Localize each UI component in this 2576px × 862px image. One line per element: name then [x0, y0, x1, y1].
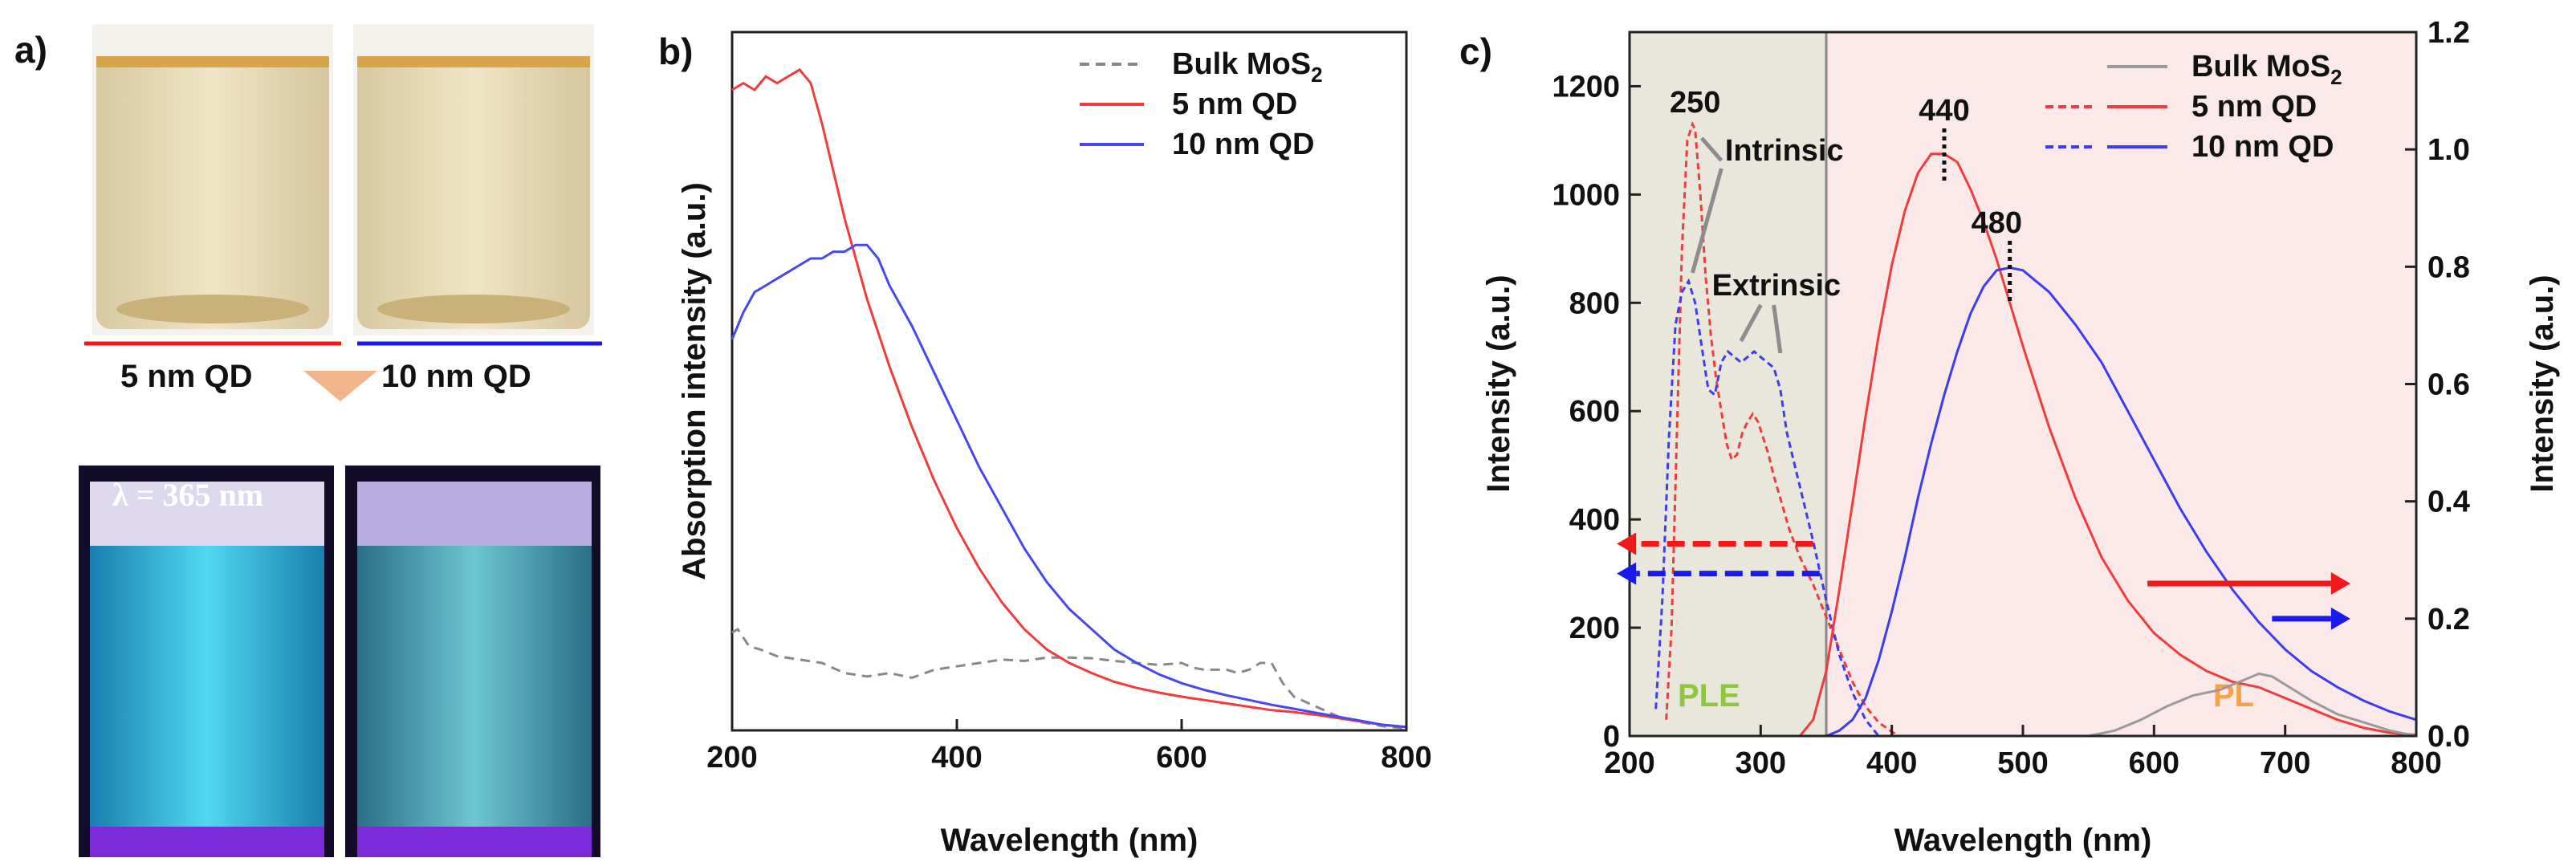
y-tick-label: 0: [1603, 720, 1620, 754]
vial-10nm-uv: [345, 466, 600, 857]
y-tick-label: 600: [1569, 395, 1620, 429]
y-tick-label-right: 0.0: [2427, 720, 2470, 754]
left-axis-arrow-blue-head: [1617, 562, 1637, 585]
y-tick-label-right: 0.8: [2427, 250, 2470, 284]
label-5nm-qd: 5 nm QD: [120, 359, 252, 394]
right-axis-arrow-red-head: [2330, 571, 2350, 595]
legend-entry: 5 nm QD: [2191, 90, 2317, 124]
x-tick-label: 400: [931, 741, 982, 775]
x-tick-label: 400: [1866, 746, 1917, 780]
y-tick-label-right: 1.2: [2427, 16, 2470, 50]
x-tick-label: 200: [706, 741, 757, 775]
vial-5nm-uv: [79, 466, 334, 857]
legend-entry: 10 nm QD: [1172, 128, 1314, 161]
series-line-3: [1799, 152, 2417, 737]
plot-frame-b: [730, 30, 1408, 732]
y-tick-label: 200: [1569, 612, 1620, 645]
peak-label-440: 440: [1919, 94, 1969, 128]
peak-label-480: 480: [1972, 206, 2022, 240]
y-axis-label-left: Intensity (a.u.): [1481, 274, 1516, 492]
panel-c-label: c): [1459, 30, 1492, 72]
x-axis-label: Wavelength (nm): [1894, 823, 2152, 858]
y-tick-label-right: 0.6: [2427, 368, 2470, 402]
vial-5nm-daylight: [92, 24, 333, 335]
region-ple: [1630, 32, 1826, 736]
series-line-2: [731, 67, 1407, 729]
series-line-2: [1654, 278, 1880, 737]
intrinsic-label: Intrinsic: [1725, 134, 1844, 168]
y-tick-label: 800: [1569, 287, 1620, 320]
panel-a: a) 5 nm QD 10 nm QD: [14, 24, 602, 857]
uv-wavelength-label: λ = 365 nm: [112, 477, 263, 513]
y-tick-label: 1200: [1552, 70, 1620, 104]
y-tick-label-right: 0.2: [2427, 603, 2470, 636]
intrinsic-arrow-2: [1690, 168, 1723, 274]
legend-entry: Bulk MoS2: [1172, 47, 1323, 87]
series-line-3: [730, 243, 1407, 729]
y-tick-label-right: 0.4: [2427, 486, 2470, 519]
y-tick-label: 1000: [1552, 178, 1620, 212]
intrinsic-arrow-1: [1699, 136, 1723, 162]
peak-label-250: 250: [1670, 86, 1720, 120]
arrow-down-icon: [303, 371, 377, 401]
panel-a-label: a): [14, 29, 47, 71]
vial-10nm-daylight: [353, 24, 594, 335]
x-tick-label: 600: [2129, 746, 2179, 780]
label-10nm-qd: 10 nm QD: [381, 359, 531, 394]
x-tick-label: 600: [1156, 741, 1207, 775]
x-tick-label: 800: [1381, 741, 1431, 775]
y-axis-label: Absorption intensity (a.u.): [677, 182, 712, 580]
legend-entry: Bulk MoS2: [2191, 50, 2342, 89]
y-axis-label-right: Intensity (a.u.): [2525, 274, 2560, 492]
series-line-1: [731, 627, 1407, 730]
panel-c: c) PLE PL 200 300 400 500 600 700 8000200400600…: [1459, 16, 2560, 858]
extrinsic-arrow-2: [1772, 304, 1783, 354]
extrinsic-label: Extrinsic: [1712, 269, 1841, 303]
series-line-4: [1825, 266, 2417, 738]
x-tick-label: 200: [1604, 746, 1654, 780]
annotations: 250 440 480 Intrinsic Extrinsic: [1617, 86, 2350, 630]
region-label-ple: PLE: [1678, 678, 1740, 714]
series-line-5: [2088, 672, 2417, 738]
panel-b: b) 200 400 600 800 Wavelength (nm) Absorpti…: [658, 30, 1432, 858]
legend-entry: 10 nm QD: [2191, 130, 2334, 164]
x-tick-label: 300: [1736, 746, 1786, 780]
y-tick-label: 400: [1569, 503, 1620, 537]
x-tick-label: 800: [2391, 746, 2441, 780]
panel-b-label: b): [658, 30, 693, 72]
x-tick-label: 500: [1997, 746, 2048, 780]
extrinsic-arrow-1: [1739, 303, 1763, 343]
left-axis-arrow-red-head: [1617, 532, 1637, 555]
x-tick-label: 700: [2260, 746, 2310, 780]
legend-entry: 5 nm QD: [1172, 87, 1297, 121]
y-tick-label-right: 1.0: [2427, 133, 2470, 167]
x-axis-label: Wavelength (nm): [941, 823, 1198, 858]
right-axis-arrow-blue-head: [2330, 607, 2350, 630]
series-line-1: [1665, 120, 1899, 738]
